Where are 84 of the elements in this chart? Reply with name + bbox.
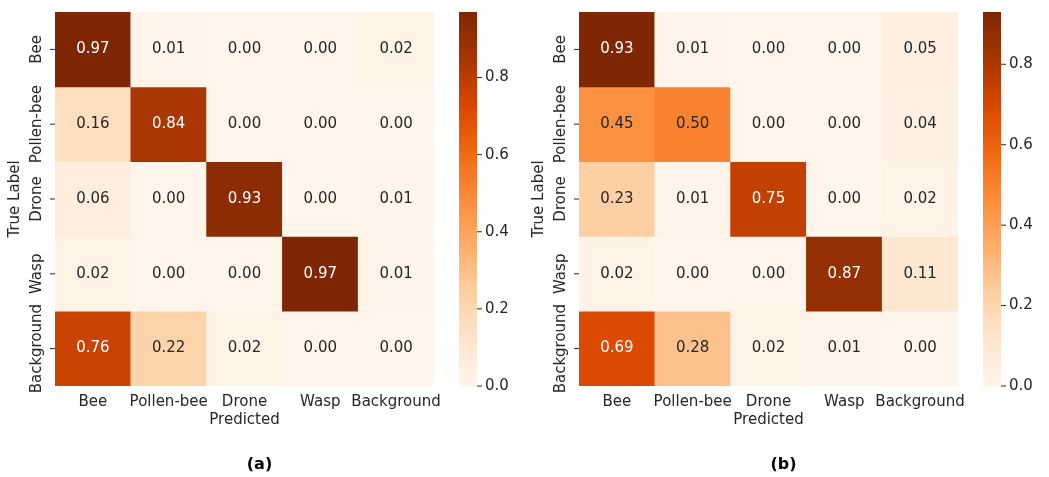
data-label: 0.16 (76, 114, 110, 133)
y-tick-label: Bee (26, 35, 45, 64)
data-label: 0.01 (676, 188, 710, 207)
y-tick-label: Drone (26, 176, 45, 222)
data-label: 0.02 (751, 338, 786, 357)
data-label: 0.97 (76, 39, 110, 58)
y-axis-title: True Label (528, 160, 547, 239)
data-label: 0.75 (751, 188, 786, 207)
data-label: 0.00 (379, 114, 413, 133)
data-label: 0.02 (600, 263, 634, 282)
color-bar-label: 0.4 (1009, 215, 1033, 234)
data-label: 0.00 (379, 338, 413, 357)
text: (b) (770, 454, 797, 474)
data-label: 0.00 (751, 39, 786, 58)
data-label: 0.00 (303, 39, 337, 58)
data-label: 0.97 (303, 263, 337, 282)
color-bar-label: 0.8 (485, 67, 509, 86)
data-label: 0.06 (76, 188, 110, 207)
data-label: 0.23 (600, 188, 634, 207)
y-tick-label: Pollen-bee (550, 85, 569, 164)
data-label: 0.01 (379, 188, 413, 207)
x-tick-label: Background (351, 391, 441, 410)
color-bar-label: 0.2 (1009, 295, 1033, 314)
x-tick-label: Wasp (300, 391, 341, 410)
data-label: 0.02 (903, 188, 937, 207)
data-label: 0.84 (152, 114, 186, 133)
data-label: 0.00 (303, 114, 337, 133)
data-label: 0.02 (227, 338, 262, 357)
data-label: 0.02 (379, 39, 413, 58)
x-tick-label: Bee (78, 391, 108, 410)
y-tick-label: Drone (550, 176, 569, 222)
x-tick-label: Background (875, 391, 965, 410)
y-tick-label: Pollen-bee (26, 85, 45, 164)
data-label: 0.02 (76, 263, 110, 282)
y-axis-title: True Label (4, 160, 23, 239)
data-label: 0.87 (827, 263, 861, 282)
data-label: 0.00 (676, 263, 710, 282)
data-label: 0.01 (379, 263, 413, 282)
color-bar-label: 0.4 (485, 221, 509, 240)
x-tick-label: Drone (745, 391, 792, 410)
data-label: 0.00 (827, 39, 861, 58)
data-label: 0.00 (827, 114, 861, 133)
x-axis-title: Predicted (733, 409, 804, 428)
data-label: 0.00 (751, 114, 786, 133)
data-label: 0.01 (676, 39, 710, 58)
x-tick-label: Pollen-bee (129, 391, 208, 410)
text: (a) (246, 454, 273, 474)
color-bar-label: 0.6 (1009, 134, 1033, 153)
data-label: 0.00 (827, 188, 861, 207)
x-tick-label: Wasp (824, 391, 865, 410)
x-axis-title: Predicted (209, 409, 280, 428)
y-tick-label: Bee (550, 35, 569, 64)
data-label: 0.11 (903, 263, 937, 282)
data-label: 0.45 (600, 114, 634, 133)
data-label: 0.22 (152, 338, 186, 357)
data-label: 0.00 (227, 263, 262, 282)
data-label: 0.00 (903, 338, 937, 357)
data-label: 0.00 (152, 263, 186, 282)
data-label: 0.93 (227, 188, 262, 207)
data-label: 0.00 (152, 188, 186, 207)
color-bar-label: 0.0 (1009, 375, 1033, 394)
data-label: 0.01 (827, 338, 861, 357)
data-label: 0.01 (152, 39, 186, 58)
data-label: 0.93 (600, 39, 634, 58)
data-label: 0.00 (303, 188, 337, 207)
data-label: 0.50 (676, 114, 710, 133)
data-label: 0.00 (751, 263, 786, 282)
color-bar-label: 0.8 (1009, 54, 1033, 73)
x-tick-label: Drone (221, 391, 268, 410)
y-tick-label: Wasp (26, 253, 45, 294)
data-label: 0.04 (903, 114, 937, 133)
data-label: 0.00 (303, 338, 337, 357)
color-bar-label: 0.6 (485, 144, 509, 163)
y-tick-label: Wasp (550, 253, 569, 294)
data-label: 0.05 (903, 39, 937, 58)
color-bar-label: 0.2 (485, 298, 509, 317)
x-tick-label: Pollen-bee (653, 391, 732, 410)
data-label: 0.69 (600, 338, 634, 357)
data-label: 0.76 (76, 338, 110, 357)
data-label: 0.00 (227, 39, 262, 58)
x-tick-label: Bee (602, 391, 632, 410)
data-label: 0.00 (227, 114, 262, 133)
color-bar-label: 0.0 (485, 375, 509, 394)
data-label: 0.28 (676, 338, 710, 357)
